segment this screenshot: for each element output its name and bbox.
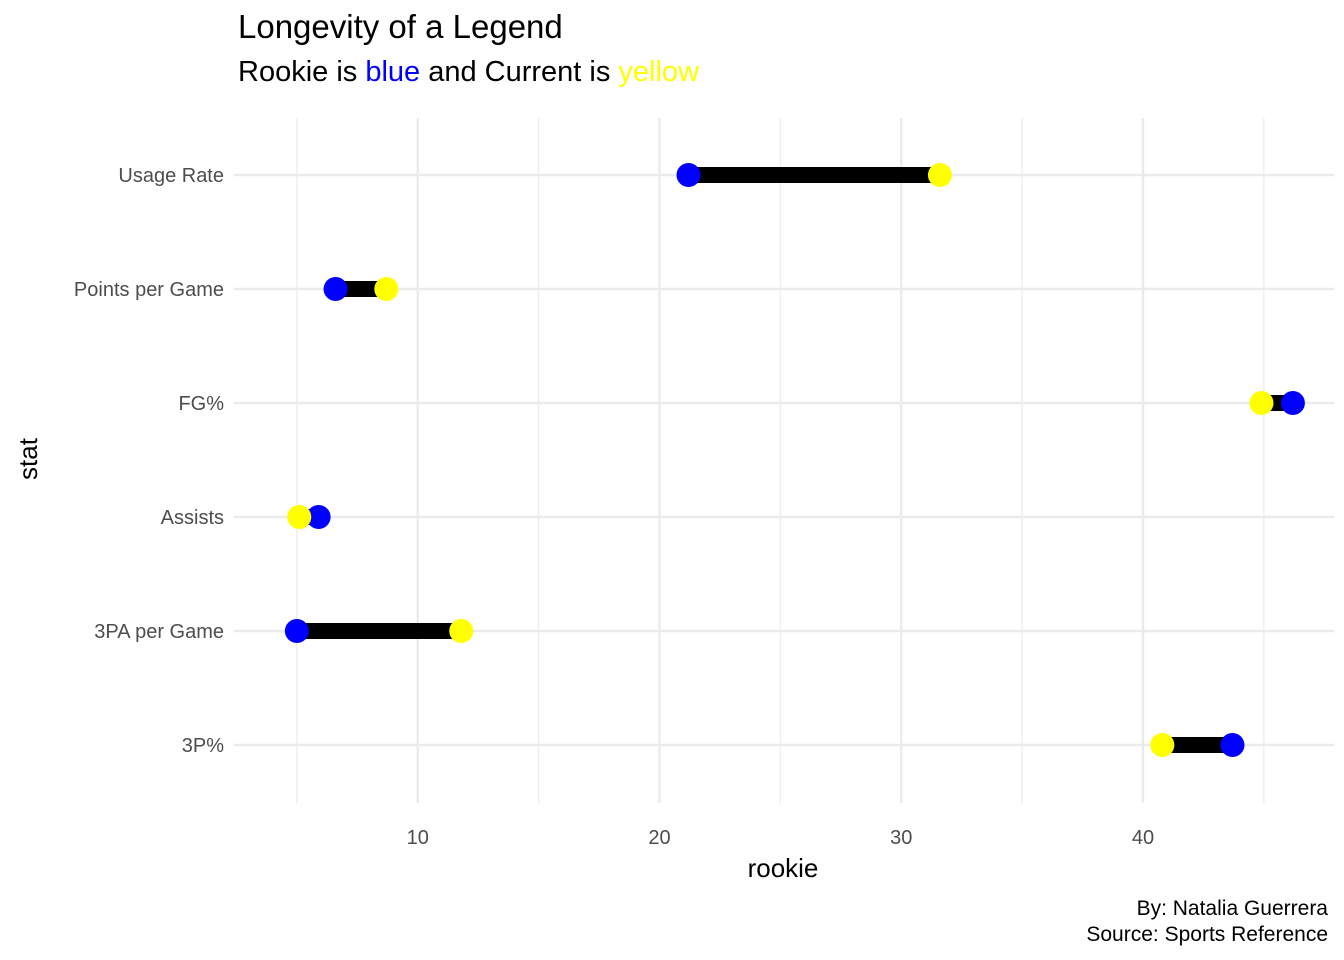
y-axis-title: stat [13, 437, 43, 480]
x-tick-label: 10 [407, 827, 429, 849]
subtitle-blue-word: blue [365, 56, 421, 88]
x-axis-title: rookie [748, 853, 819, 883]
y-tick-label: Assists [161, 507, 224, 529]
grid-lines [234, 118, 1334, 803]
rookie-point [323, 277, 348, 301]
x-tick-label: 30 [890, 827, 912, 849]
subtitle-text-1: Rookie is [238, 56, 366, 88]
chart-caption: By: Natalia Guerrera Source: Sports Refe… [1086, 896, 1328, 948]
rookie-point [1280, 391, 1305, 415]
chart-marks [284, 163, 1305, 757]
subtitle-text-2: and Current is [420, 56, 619, 88]
current-point [287, 505, 312, 529]
rookie-point [676, 163, 701, 187]
chart-subtitle: Rookie is blue and Current is yellow [238, 56, 699, 89]
caption-author: By: Natalia Guerrera [1136, 897, 1328, 920]
rookie-point [1220, 733, 1245, 757]
axis-labels: 10 20 30 40 3P% 3PA per Game Assists FG% Points … [74, 165, 1154, 849]
chart-title: Longevity of a Legend [238, 8, 563, 45]
y-tick-label: FG% [178, 393, 224, 415]
current-point [449, 619, 474, 643]
x-tick-label: 40 [1132, 827, 1154, 849]
current-point [374, 277, 399, 301]
y-tick-label: 3PA per Game [94, 621, 224, 643]
rookie-point [306, 505, 331, 529]
subtitle-yellow-word: yellow [618, 56, 700, 88]
caption-source: Source: Sports Reference [1086, 923, 1328, 946]
y-tick-label: 3P% [182, 735, 224, 757]
current-point [1249, 391, 1274, 415]
rookie-point [284, 619, 309, 643]
current-point [927, 163, 952, 187]
x-tick-label: 20 [648, 827, 670, 849]
y-tick-label: Points per Game [74, 279, 224, 301]
current-point [1150, 733, 1175, 757]
y-tick-label: Usage Rate [118, 165, 224, 187]
